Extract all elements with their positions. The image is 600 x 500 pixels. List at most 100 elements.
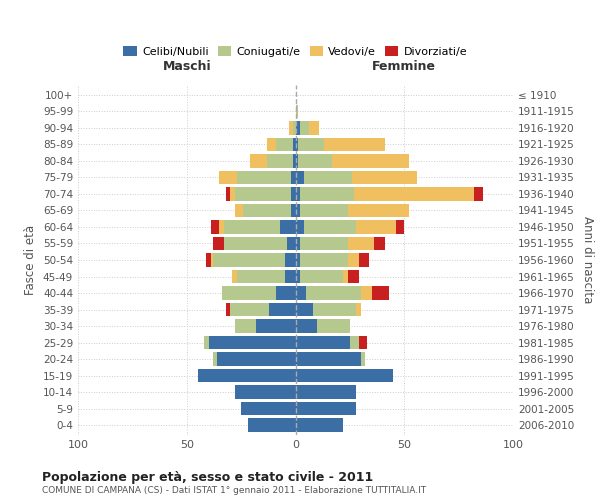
Bar: [354, 187, 474, 200]
Y-axis label: Anni di nascita: Anni di nascita: [581, 216, 594, 304]
Text: Femmine: Femmine: [372, 60, 436, 74]
Bar: [209, 336, 296, 349]
Bar: [356, 303, 361, 316]
Text: COMUNE DI CAMPANA (CS) - Dati ISTAT 1° gennaio 2011 - Elaborazione TUTTITALIA.IT: COMUNE DI CAMPANA (CS) - Dati ISTAT 1° g…: [42, 486, 426, 495]
Bar: [304, 220, 356, 234]
Bar: [361, 286, 371, 300]
Bar: [296, 336, 350, 349]
Bar: [296, 154, 298, 168]
Bar: [256, 320, 296, 333]
Bar: [291, 204, 296, 217]
Bar: [296, 303, 313, 316]
Text: Popolazione per età, sesso e stato civile - 2011: Popolazione per età, sesso e stato civil…: [42, 471, 373, 484]
Bar: [300, 187, 354, 200]
Bar: [237, 270, 284, 283]
Bar: [197, 369, 296, 382]
Bar: [235, 320, 256, 333]
Bar: [276, 286, 296, 300]
Bar: [296, 138, 298, 151]
Bar: [300, 253, 348, 267]
Bar: [211, 220, 220, 234]
Bar: [296, 369, 394, 382]
Bar: [241, 402, 296, 415]
Bar: [213, 253, 284, 267]
Text: Maschi: Maschi: [163, 60, 211, 74]
Bar: [220, 170, 237, 184]
Bar: [250, 154, 267, 168]
Bar: [267, 138, 276, 151]
Bar: [248, 418, 296, 432]
Bar: [296, 418, 343, 432]
Bar: [284, 253, 296, 267]
Bar: [296, 220, 304, 234]
Bar: [221, 286, 276, 300]
Bar: [269, 303, 296, 316]
Bar: [284, 270, 296, 283]
Bar: [226, 187, 230, 200]
Bar: [296, 236, 300, 250]
Bar: [296, 352, 361, 366]
Bar: [296, 320, 317, 333]
Bar: [287, 236, 296, 250]
Bar: [293, 154, 296, 168]
Bar: [232, 270, 237, 283]
Bar: [313, 303, 356, 316]
Bar: [296, 187, 300, 200]
Bar: [296, 270, 300, 283]
Bar: [359, 336, 367, 349]
Bar: [224, 236, 287, 250]
Bar: [280, 220, 296, 234]
Bar: [308, 121, 319, 134]
Bar: [296, 170, 304, 184]
Bar: [343, 270, 348, 283]
Bar: [348, 236, 374, 250]
Bar: [348, 270, 359, 283]
Y-axis label: Fasce di età: Fasce di età: [25, 225, 37, 295]
Bar: [296, 204, 300, 217]
Bar: [296, 286, 307, 300]
Bar: [235, 204, 244, 217]
Bar: [374, 236, 385, 250]
Bar: [474, 187, 482, 200]
Bar: [348, 253, 359, 267]
Bar: [296, 121, 300, 134]
Bar: [244, 204, 291, 217]
Bar: [317, 320, 350, 333]
Bar: [213, 236, 224, 250]
Bar: [204, 336, 209, 349]
Bar: [304, 170, 352, 184]
Bar: [224, 220, 280, 234]
Bar: [307, 286, 361, 300]
Bar: [220, 220, 224, 234]
Bar: [300, 204, 348, 217]
Bar: [267, 154, 293, 168]
Bar: [276, 138, 293, 151]
Bar: [395, 220, 404, 234]
Bar: [300, 121, 308, 134]
Bar: [291, 187, 296, 200]
Bar: [371, 286, 389, 300]
Bar: [296, 402, 356, 415]
Bar: [230, 187, 235, 200]
Bar: [332, 154, 409, 168]
Bar: [226, 303, 230, 316]
Bar: [352, 170, 418, 184]
Bar: [235, 386, 296, 399]
Bar: [211, 253, 213, 267]
Bar: [298, 138, 324, 151]
Bar: [293, 121, 296, 134]
Bar: [350, 336, 359, 349]
Bar: [293, 138, 296, 151]
Bar: [361, 352, 365, 366]
Bar: [300, 236, 348, 250]
Bar: [230, 303, 269, 316]
Bar: [296, 253, 300, 267]
Legend: Celibi/Nubili, Coniugati/e, Vedovi/e, Divorziati/e: Celibi/Nubili, Coniugati/e, Vedovi/e, Di…: [119, 42, 472, 61]
Bar: [324, 138, 385, 151]
Bar: [217, 352, 296, 366]
Bar: [237, 170, 291, 184]
Bar: [298, 154, 332, 168]
Bar: [356, 220, 395, 234]
Bar: [213, 352, 217, 366]
Bar: [206, 253, 211, 267]
